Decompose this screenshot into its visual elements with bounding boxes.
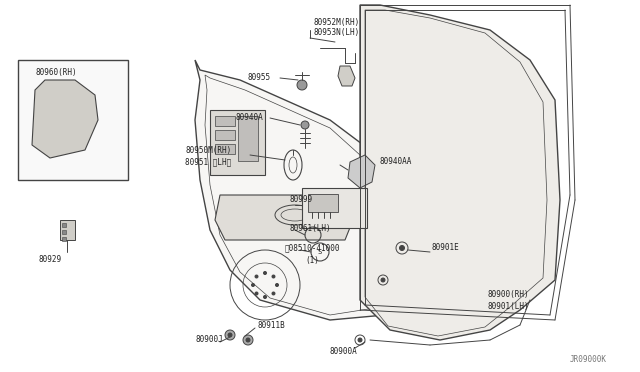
Text: 80929: 80929 [38, 256, 61, 264]
Text: (1): (1) [305, 256, 319, 264]
Bar [62, 230, 66, 234]
Bar [62, 237, 66, 241]
Circle shape [275, 283, 278, 286]
Circle shape [272, 275, 275, 278]
Text: 80952M(RH): 80952M(RH) [313, 17, 359, 26]
Polygon shape [195, 60, 415, 320]
Circle shape [252, 283, 255, 286]
Bar [18, 60, 128, 180]
Text: 80900A: 80900A [330, 347, 358, 356]
Bar [302, 188, 367, 228]
Circle shape [272, 292, 275, 295]
Text: 80950M(RH): 80950M(RH) [185, 145, 231, 154]
Text: 80961(LH): 80961(LH) [290, 224, 332, 232]
Text: 80960(RH): 80960(RH) [35, 67, 77, 77]
Bar [210, 110, 265, 175]
Circle shape [301, 121, 309, 129]
Polygon shape [60, 220, 75, 240]
Bar [62, 223, 66, 227]
Text: 80953N(LH): 80953N(LH) [313, 28, 359, 36]
Text: 80900J: 80900J [195, 336, 223, 344]
Circle shape [264, 272, 266, 275]
Text: 80900(RH): 80900(RH) [488, 291, 530, 299]
Circle shape [225, 330, 235, 340]
Bar [215, 144, 235, 154]
Text: 80955: 80955 [248, 74, 271, 83]
Text: 80901(LH): 80901(LH) [488, 302, 530, 311]
Circle shape [255, 275, 258, 278]
Bar [308, 194, 338, 212]
Polygon shape [215, 195, 355, 240]
Polygon shape [32, 80, 98, 158]
Bar [215, 130, 235, 140]
Polygon shape [360, 5, 560, 340]
Circle shape [255, 292, 258, 295]
Circle shape [381, 278, 385, 282]
Text: 80901E: 80901E [432, 244, 460, 253]
Circle shape [399, 246, 404, 250]
Bar [238, 116, 258, 161]
Text: JR09000K: JR09000K [570, 356, 607, 365]
Circle shape [264, 295, 266, 298]
Circle shape [243, 335, 253, 345]
Circle shape [297, 80, 307, 90]
Polygon shape [348, 155, 375, 188]
Circle shape [246, 338, 250, 342]
Text: 80940A: 80940A [235, 113, 263, 122]
Text: 80911B: 80911B [258, 321, 285, 330]
Text: 80951 〈LH〉: 80951 〈LH〉 [185, 157, 231, 167]
Polygon shape [338, 66, 355, 86]
Circle shape [358, 338, 362, 342]
Text: 80999: 80999 [290, 196, 313, 205]
Bar [215, 116, 235, 126]
Text: 80940AA: 80940AA [380, 157, 412, 167]
Text: 08510-41000: 08510-41000 [285, 244, 340, 253]
Text: S: S [318, 249, 322, 255]
Circle shape [228, 333, 232, 337]
